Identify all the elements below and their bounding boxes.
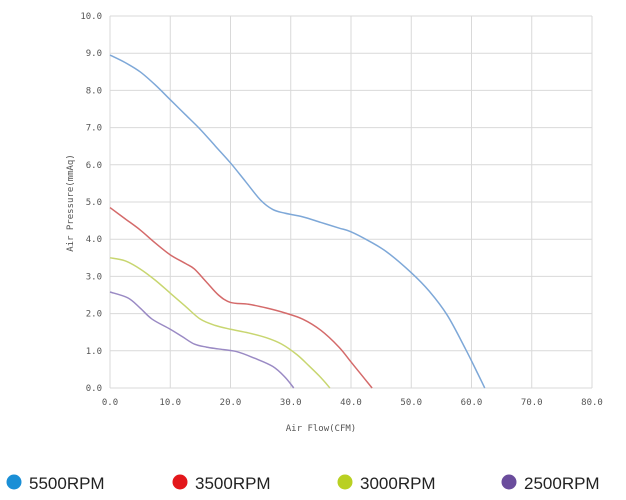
y-tick-label: 4.0 [86, 235, 102, 245]
x-tick-label: 10.0 [159, 398, 181, 408]
legend-label-3500rpm: 3500RPM [195, 474, 271, 493]
y-tick-label: 8.0 [86, 86, 102, 96]
legend-label-3000rpm: 3000RPM [360, 474, 436, 493]
series-line-5500rpm [109, 54, 486, 389]
y-tick-label: 1.0 [86, 347, 102, 357]
legend-label-5500rpm: 5500RPM [29, 474, 105, 493]
y-tick-label: 10.0 [80, 12, 102, 22]
legend-marker-3500rpm [172, 474, 188, 490]
y-tick-label: 3.0 [86, 272, 102, 282]
x-tick-label: 30.0 [280, 398, 302, 408]
legend-marker-3000rpm [337, 474, 353, 490]
x-tick-label: 70.0 [521, 398, 543, 408]
legend: 5500RPM 3500RPM 3000RPM 2500RPM [6, 474, 600, 493]
x-tick-label: 20.0 [220, 398, 242, 408]
x-tick-label: 60.0 [461, 398, 483, 408]
legend-marker-5500rpm [6, 474, 22, 490]
y-tick-label: 7.0 [86, 124, 102, 134]
x-tick-labels: 0.0 10.0 20.0 30.0 40.0 50.0 60.0 70.0 80.0 [102, 398, 603, 408]
x-tick-label: 0.0 [102, 398, 118, 408]
legend-marker-2500rpm [501, 474, 517, 490]
y-tick-label: 9.0 [86, 49, 102, 59]
x-tick-label: 50.0 [400, 398, 422, 408]
x-axis-title: Air Flow(CFM) [286, 424, 356, 434]
series-line-3500rpm [109, 206, 373, 389]
y-tick-label: 5.0 [86, 198, 102, 208]
series-line-3000rpm [109, 257, 331, 389]
y-axis-title: Air Pressure(mmAq) [66, 154, 76, 252]
y-tick-label: 2.0 [86, 310, 102, 320]
series-line-2500rpm [109, 291, 295, 389]
grid [109, 15, 593, 389]
y-tick-labels: 0.0 1.0 2.0 3.0 4.0 5.0 6.0 7.0 8.0 9.0 10.0 [80, 12, 102, 394]
y-tick-label: 6.0 [86, 161, 102, 171]
x-tick-label: 40.0 [340, 398, 362, 408]
y-tick-label: 0.0 [86, 384, 102, 394]
series-lines [109, 54, 486, 389]
x-tick-label: 80.0 [581, 398, 603, 408]
legend-label-2500rpm: 2500RPM [524, 474, 600, 493]
